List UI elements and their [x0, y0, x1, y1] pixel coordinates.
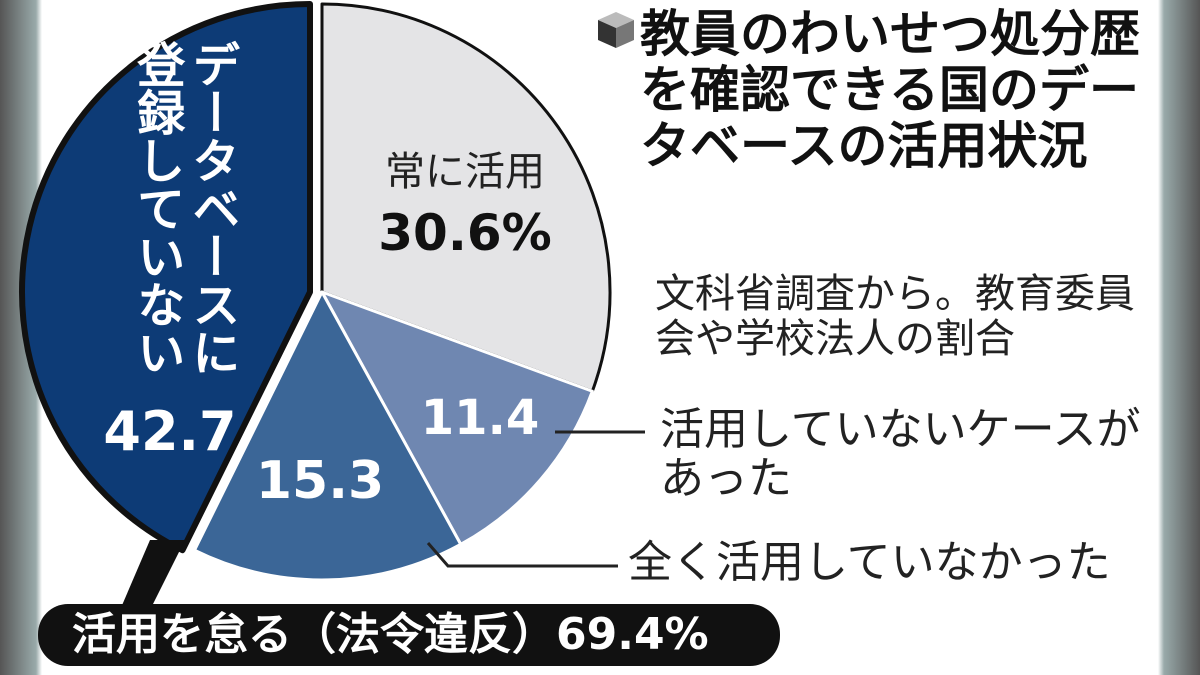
slice-label: 活用していないケースがあった	[660, 404, 1141, 505]
chart-title: 教員のわいせつ処分歴を確認できる国のデータベースの活用状況	[640, 5, 1140, 175]
pie-slice	[320, 290, 594, 546]
banner-box	[38, 604, 780, 666]
value-label: 42.7	[103, 400, 237, 463]
slice-label: 常に活用	[385, 149, 545, 195]
value-label: 30.6%	[378, 204, 552, 262]
pie-slice	[320, 2, 612, 393]
slice-label: 全く活用していなかった	[628, 537, 1111, 588]
slice-label: データベースに登録していない	[128, 40, 240, 376]
pie-slice	[192, 290, 463, 582]
banner-text: 活用を怠る（法令違反）69.4%	[72, 609, 709, 660]
pie-slice	[19, 1, 313, 554]
chart-note: 文科省調査から。教育委員会や学校法人の割合	[655, 271, 1135, 362]
leader-line	[426, 542, 618, 568]
pie	[19, 1, 612, 582]
cube-icon	[598, 12, 634, 48]
banner-pointer	[120, 540, 185, 610]
value-label: 11.4	[420, 390, 540, 446]
value-label: 15.3	[255, 451, 385, 511]
